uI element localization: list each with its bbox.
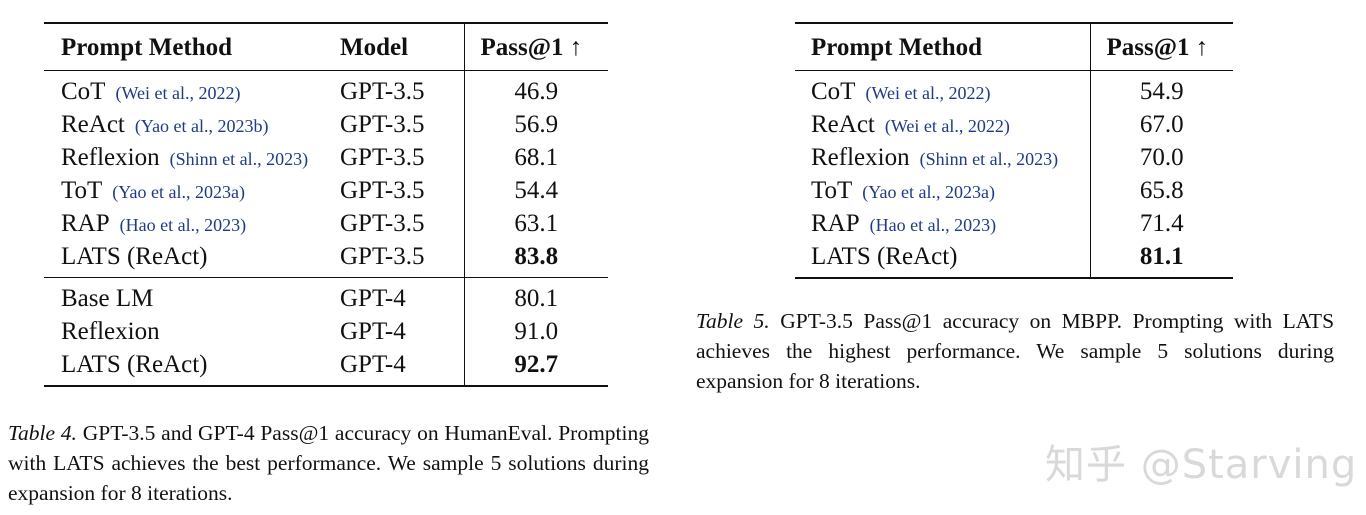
caption-label: Table 5. — [696, 309, 770, 333]
table-row: LATS (ReAct) 81.1 — [795, 240, 1233, 279]
pass-at-1-value: 46.9 — [463, 70, 608, 108]
table-row: LATS (ReAct) GPT-4 92.7 — [44, 348, 608, 387]
pass-at-1-value: 67.0 — [1089, 108, 1233, 141]
pass-at-1-value: 54.9 — [1089, 70, 1233, 108]
table-4-caption: Table 4. GPT-3.5 and GPT-4 Pass@1 accura… — [8, 418, 649, 508]
method-name: ReAct — [811, 111, 875, 138]
model-cell: GPT-3.5 — [340, 177, 425, 204]
citation: (Shinn et al., 2023) — [169, 149, 309, 169]
method-cell: ToT (Yao et al., 2023a) — [795, 174, 1090, 207]
table-4: Prompt Method Model Pass@1 ↑ CoT (Wei et … — [44, 22, 608, 387]
table-5-caption: Table 5. GPT-3.5 Pass@1 accuracy on MBPP… — [696, 306, 1334, 396]
pass-at-1-value: 68.1 — [463, 141, 608, 174]
method-name: LATS (ReAct) — [61, 351, 208, 378]
header-pass-at-1: Pass@1 ↑ — [463, 22, 608, 71]
pass-at-1-value: 92.7 — [463, 348, 608, 387]
method-cell: LATS (ReAct) — [44, 240, 340, 278]
pass-at-1-value: 65.8 — [1089, 174, 1233, 207]
method-name: RAP — [811, 210, 860, 237]
method-name: LATS (ReAct) — [811, 243, 958, 270]
citation: (Yao et al., 2023b) — [134, 116, 269, 136]
table-row: CoT (Wei et al., 2022) GPT-3.5 46.9 — [44, 70, 608, 109]
citation: (Hao et al., 2023) — [869, 215, 997, 235]
citation: (Wei et al., 2022) — [115, 83, 241, 103]
citation: (Yao et al., 2023a) — [862, 182, 995, 202]
pass-at-1-value: 80.1 — [463, 277, 608, 315]
table-row: CoT (Wei et al., 2022) 54.9 — [795, 70, 1233, 109]
method-name: LATS (ReAct) — [61, 243, 208, 270]
caption-text: GPT-3.5 Pass@1 accuracy on MBPP. Prompti… — [696, 309, 1335, 393]
method-cell: CoT (Wei et al., 2022) — [44, 71, 340, 109]
method-name: Reflexion — [61, 318, 160, 345]
model-cell: GPT-3.5 — [340, 240, 464, 278]
method-cell: RAP (Hao et al., 2023) — [44, 207, 340, 240]
citation: (Wei et al., 2022) — [884, 116, 1010, 136]
pass-at-1-value: 83.8 — [463, 240, 608, 278]
model-cell: GPT-4 — [340, 348, 464, 387]
watermark: 知乎 @Starving — [1045, 442, 1358, 488]
table-row: ReAct (Wei et al., 2022) 67.0 — [795, 108, 1233, 141]
method-cell: Reflexion (Shinn et al., 2023) — [44, 141, 340, 174]
pass-at-1-value: 70.0 — [1089, 141, 1233, 174]
method-cell: Reflexion — [44, 315, 340, 348]
model-cell: GPT-3.5 — [340, 111, 425, 138]
pass-at-1-value: 54.4 — [463, 174, 608, 207]
table-row: Reflexion GPT-4 91.0 — [44, 315, 608, 348]
citation: (Yao et al., 2023a) — [112, 182, 245, 202]
table-row: RAP (Hao et al., 2023) GPT-3.5 63.1 — [44, 207, 608, 240]
caption-text: GPT-3.5 and GPT-4 Pass@1 accuracy on Hum… — [8, 421, 650, 505]
pass-at-1-value: 91.0 — [463, 315, 608, 348]
method-name: ToT — [811, 177, 853, 204]
method-cell: Base LM — [44, 278, 340, 316]
method-name: CoT — [811, 78, 856, 105]
method-name: CoT — [61, 78, 106, 105]
method-name: Base LM — [61, 285, 154, 312]
model-cell: GPT-4 — [340, 318, 406, 345]
pass-at-1-value: 81.1 — [1089, 240, 1233, 279]
table-4-body: CoT (Wei et al., 2022) GPT-3.5 46.9 ReAct (Ya… — [44, 70, 608, 387]
table-row: Base LM GPT-4 80.1 — [44, 277, 608, 316]
caption-label: Table 4. — [8, 421, 77, 445]
method-name: ReAct — [61, 111, 125, 138]
method-cell: RAP (Hao et al., 2023) — [795, 207, 1090, 240]
method-cell: LATS (ReAct) — [44, 348, 340, 387]
citation: (Shinn et al., 2023) — [919, 149, 1059, 169]
table-row: Reflexion (Shinn et al., 2023) GPT-3.5 68.1 — [44, 141, 608, 174]
method-cell: ReAct (Wei et al., 2022) — [795, 108, 1090, 141]
model-cell: GPT-3.5 — [340, 144, 425, 171]
header-model: Model — [340, 22, 464, 71]
model-cell: GPT-3.5 — [340, 210, 425, 237]
method-name: Reflexion — [811, 144, 910, 171]
table-row: ToT (Yao et al., 2023a) 65.8 — [795, 174, 1233, 207]
table-row: LATS (ReAct) GPT-3.5 83.8 — [44, 240, 608, 278]
table-row: RAP (Hao et al., 2023) 71.4 — [795, 207, 1233, 240]
model-cell: GPT-4 — [340, 285, 406, 312]
pass-at-1-value: 63.1 — [463, 207, 608, 240]
method-cell: ToT (Yao et al., 2023a) — [44, 174, 340, 207]
method-cell: CoT (Wei et al., 2022) — [795, 71, 1090, 109]
header-pass-at-1: Pass@1 ↑ — [1089, 22, 1233, 71]
header-prompt-method: Prompt Method — [795, 22, 1090, 71]
method-name: RAP — [61, 210, 110, 237]
table-5-body: CoT (Wei et al., 2022) 54.9 ReAct (Wei et al… — [795, 70, 1233, 279]
method-name: ToT — [61, 177, 103, 204]
citation: (Wei et al., 2022) — [865, 83, 991, 103]
header-prompt-method: Prompt Method — [44, 22, 340, 71]
table-5: Prompt Method Pass@1 ↑ CoT (Wei et al., 2… — [795, 22, 1233, 279]
table-row: ToT (Yao et al., 2023a) GPT-3.5 54.4 — [44, 174, 608, 207]
pass-at-1-value: 56.9 — [463, 108, 608, 141]
method-cell: ReAct (Yao et al., 2023b) — [44, 108, 340, 141]
method-cell: LATS (ReAct) — [795, 240, 1090, 279]
table-row: ReAct (Yao et al., 2023b) GPT-3.5 56.9 — [44, 108, 608, 141]
table-row: Reflexion (Shinn et al., 2023) 70.0 — [795, 141, 1233, 174]
citation: (Hao et al., 2023) — [119, 215, 247, 235]
method-cell: Reflexion (Shinn et al., 2023) — [795, 141, 1090, 174]
method-name: Reflexion — [61, 144, 160, 171]
model-cell: GPT-3.5 — [340, 78, 425, 105]
pass-at-1-value: 71.4 — [1089, 207, 1233, 240]
